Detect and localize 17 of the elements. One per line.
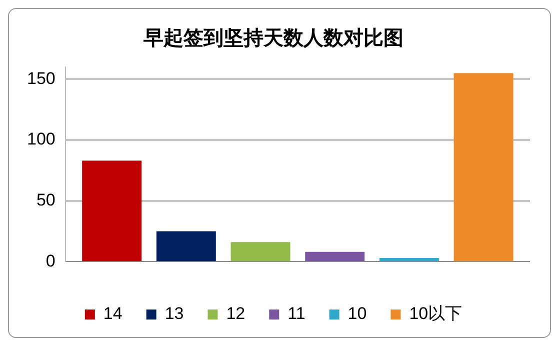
chart-title: 早起签到坚持天数人数对比图 — [142, 28, 404, 50]
bar — [156, 231, 216, 262]
legend-label: 10以下 — [409, 304, 462, 324]
legend-label: 11 — [288, 304, 306, 324]
bar — [379, 258, 439, 262]
legend-label: 13 — [164, 304, 184, 324]
bar — [230, 242, 290, 262]
legend-label: 14 — [103, 304, 122, 324]
y-tick-label: 50 — [36, 190, 56, 210]
bar — [305, 252, 365, 262]
bar — [82, 160, 142, 262]
y-tick-label: 150 — [26, 68, 56, 88]
legend-label: 10 — [348, 304, 367, 324]
bar — [454, 73, 514, 262]
legend-label: 12 — [226, 304, 246, 324]
y-tick-label: 0 — [46, 251, 56, 270]
y-tick-label: 100 — [26, 130, 56, 149]
